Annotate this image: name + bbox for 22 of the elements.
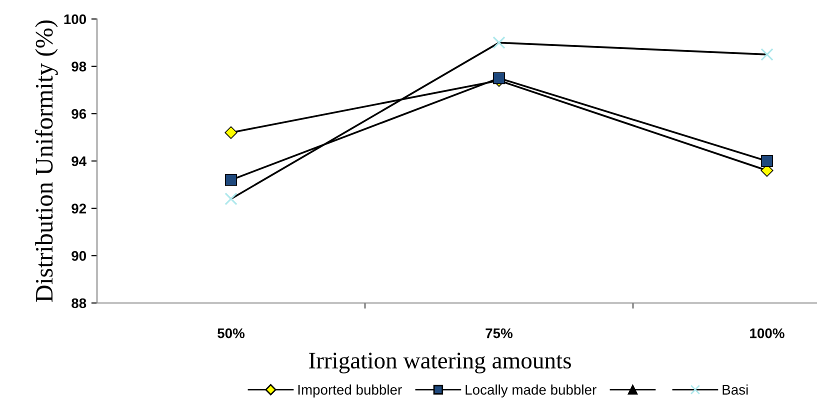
- x-tick-label: 100%: [750, 328, 784, 338]
- legend-label: Locally made bubbler: [466, 384, 596, 398]
- point: [760, 48, 774, 61]
- point: [493, 72, 505, 84]
- y-tick-label: 94: [72, 156, 87, 166]
- x-axis-title: Irrigation watering amounts: [309, 352, 571, 374]
- point: [225, 174, 237, 186]
- point: [761, 155, 773, 167]
- y-tick-label: 96: [72, 109, 86, 119]
- legend-label: Imported bubbler: [298, 384, 402, 398]
- legend-label: Basi: [722, 384, 748, 395]
- point: [224, 126, 238, 139]
- x-tick-label: 75%: [486, 328, 513, 338]
- y-tick-label: 90: [72, 251, 86, 261]
- y-tick-label: 98: [72, 62, 86, 72]
- y-tick-label: 100: [64, 14, 86, 24]
- point: [224, 192, 238, 206]
- y-axis-title: Distribution Uniformity (%): [34, 20, 58, 302]
- y-tick-label: 92: [72, 204, 86, 214]
- y-tick-label: 88: [72, 298, 86, 308]
- x-tick-label: 50%: [218, 328, 245, 338]
- point: [492, 36, 506, 50]
